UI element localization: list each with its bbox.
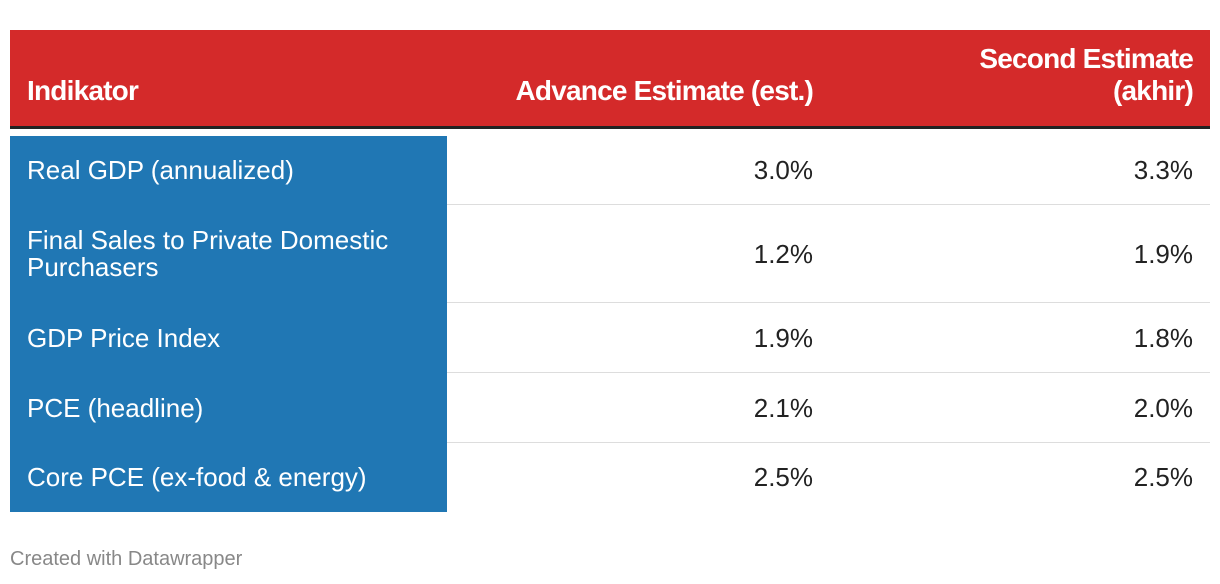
cell-value: 3.3% [1133,155,1193,185]
cell-value: 2.0% [1133,392,1193,423]
cell-value: 1.9% [753,322,813,353]
row-label: Real GDP (annualized) [10,136,447,205]
cell-value: 2.5% [753,462,813,492]
header-cell: Indikator [27,75,139,106]
row-divider [447,442,1210,443]
cell-value: 1.2% [753,238,813,269]
row-divider [447,204,1210,205]
table-header [10,30,1210,126]
footer: Created with Datawrapper [10,548,243,570]
cell-value: 1.8% [1133,322,1193,353]
cell-value: 3.0% [753,155,813,185]
row-label: Core PCE (ex-food & energy) [10,443,447,512]
header-cell: Advance Estimate (est.) [515,75,814,106]
table-row: PCE (headline) 2.1% 2.0% [10,373,1210,443]
cell-value: 1.9% [1133,238,1193,269]
table-row: GDP Price Index 1.9% 1.8% [10,303,1210,373]
row-label: Final Sales to Private Domestic Purchase… [10,205,447,303]
table-row: Real GDP (annualized) 3.0% 3.3% [10,136,1210,205]
row-label: PCE (headline) [10,373,447,443]
table-row: Final Sales to Private Domestic Purchase… [10,205,1210,303]
row-label: GDP Price Index [10,303,447,373]
cell-value: 2.1% [753,392,813,423]
header-cell: Second Estimate (akhir) [979,43,1193,106]
row-divider [447,372,1210,373]
table-row: Core PCE (ex-food & energy) 2.5% 2.5% [10,443,1210,512]
cell-value: 2.5% [1133,462,1193,492]
row-divider [447,302,1210,303]
header-rule [10,126,1210,129]
